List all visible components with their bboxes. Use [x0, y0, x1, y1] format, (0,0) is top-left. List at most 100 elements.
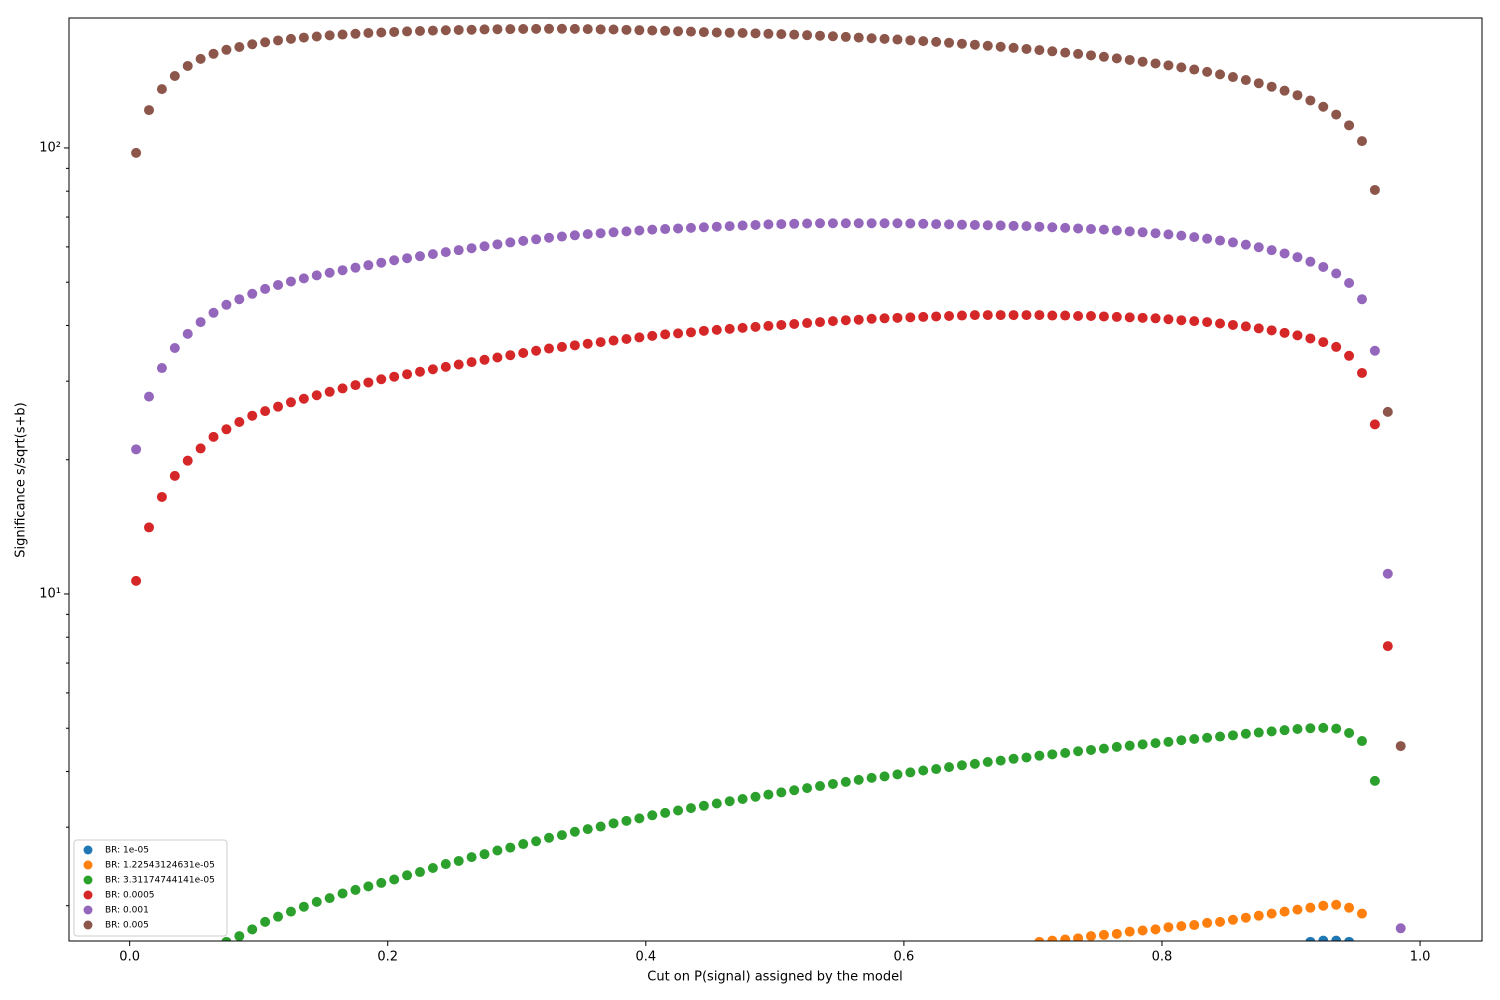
scatter-point: [789, 785, 800, 796]
scatter-point: [931, 311, 942, 322]
x-axis-label: Cut on P(signal) assigned by the model: [647, 970, 902, 985]
scatter-point: [1240, 239, 1251, 250]
scatter-point: [182, 455, 193, 466]
scatter-point: [1305, 333, 1316, 344]
scatter-point: [1331, 935, 1342, 941]
scatter-point: [337, 265, 348, 276]
scatter-point: [569, 826, 580, 837]
scatter-point: [1150, 228, 1161, 239]
scatter-point: [324, 267, 335, 278]
scatter-point: [1189, 232, 1200, 243]
legend-label: BR: 1.22543124631e-05: [105, 861, 215, 871]
scatter-point: [1331, 109, 1342, 120]
legend-marker: [83, 845, 93, 855]
scatter-point: [182, 60, 193, 71]
scatter-point: [1318, 722, 1329, 733]
scatter-point: [776, 219, 787, 230]
scatter-point: [234, 294, 245, 305]
scatter-point: [337, 383, 348, 394]
scatter-point: [556, 23, 567, 34]
scatter-point: [234, 416, 245, 427]
scatter-point: [763, 320, 774, 331]
scatter-point: [337, 29, 348, 40]
scatter-point: [956, 310, 967, 321]
scatter-point: [1305, 723, 1316, 734]
scatter-point: [247, 288, 258, 299]
scatter-point: [711, 798, 722, 809]
scatter-point: [647, 330, 658, 341]
scatter-point: [427, 364, 438, 375]
scatter-point: [1240, 321, 1251, 332]
scatter-point: [492, 24, 503, 35]
scatter-point: [1240, 728, 1251, 739]
scatter-point: [440, 859, 451, 870]
scatter-point: [556, 231, 567, 242]
scatter-point: [634, 332, 645, 343]
scatter-point: [1047, 46, 1058, 57]
scatter-point: [311, 270, 322, 281]
scatter-point: [879, 33, 890, 44]
scatter-point: [608, 24, 619, 35]
scatter-point: [453, 359, 464, 370]
scatter-point: [995, 41, 1006, 52]
scatter-point: [1008, 42, 1019, 53]
scatter-point: [221, 936, 232, 941]
scatter-point: [285, 397, 296, 408]
scatter-point: [1292, 90, 1303, 101]
scatter-point: [1369, 419, 1380, 430]
scatter-point: [260, 406, 271, 417]
scatter-point: [866, 33, 877, 44]
legend-label: BR: 1e-05: [105, 846, 149, 856]
scatter-point: [1176, 230, 1187, 241]
legend-marker: [83, 890, 93, 900]
scatter-point: [853, 32, 864, 43]
scatter-point: [918, 765, 929, 776]
scatter-point: [298, 901, 309, 912]
scatter-point: [389, 874, 400, 885]
scatter-point: [1202, 233, 1213, 244]
scatter-point: [311, 390, 322, 401]
scatter-point: [1008, 220, 1019, 231]
scatter-point: [724, 27, 735, 38]
scatter-point: [556, 341, 567, 352]
scatter-point: [1279, 248, 1290, 259]
scatter-point: [1292, 252, 1303, 263]
scatter-point: [969, 219, 980, 230]
scatter-point: [1189, 733, 1200, 744]
scatter-point: [1202, 317, 1213, 328]
scatter-point: [1253, 727, 1264, 738]
scatter-point: [685, 803, 696, 814]
scatter-point: [260, 283, 271, 294]
scatter-point: [879, 313, 890, 324]
scatter-point: [350, 884, 361, 895]
scatter-point: [144, 391, 155, 402]
scatter-point: [1150, 924, 1161, 935]
scatter-point: [931, 219, 942, 230]
scatter-point: [350, 380, 361, 391]
scatter-point: [466, 357, 477, 368]
scatter-point: [1021, 43, 1032, 54]
scatter-point: [840, 776, 851, 787]
legend-marker: [83, 920, 93, 930]
scatter-point: [505, 842, 516, 853]
scatter-point: [1060, 934, 1071, 941]
scatter-point: [1060, 222, 1071, 233]
scatter-point: [634, 25, 645, 36]
scatter-point: [1356, 736, 1367, 747]
scatter-point: [944, 310, 955, 321]
scatter-point: [1008, 753, 1019, 764]
scatter-point: [208, 307, 219, 318]
scatter-point: [195, 317, 206, 328]
scatter-point: [595, 337, 606, 348]
legend-label: BR: 3.31174744141e-05: [105, 876, 215, 886]
scatter-point: [1163, 736, 1174, 747]
scatter-point: [1008, 310, 1019, 321]
scatter-point: [853, 774, 864, 785]
scatter-point: [995, 310, 1006, 321]
scatter-point: [1176, 62, 1187, 73]
scatter-point: [1137, 312, 1148, 323]
scatter-point: [1073, 223, 1084, 234]
scatter-point: [518, 347, 529, 358]
scatter-point: [544, 232, 555, 243]
scatter-point: [298, 32, 309, 43]
